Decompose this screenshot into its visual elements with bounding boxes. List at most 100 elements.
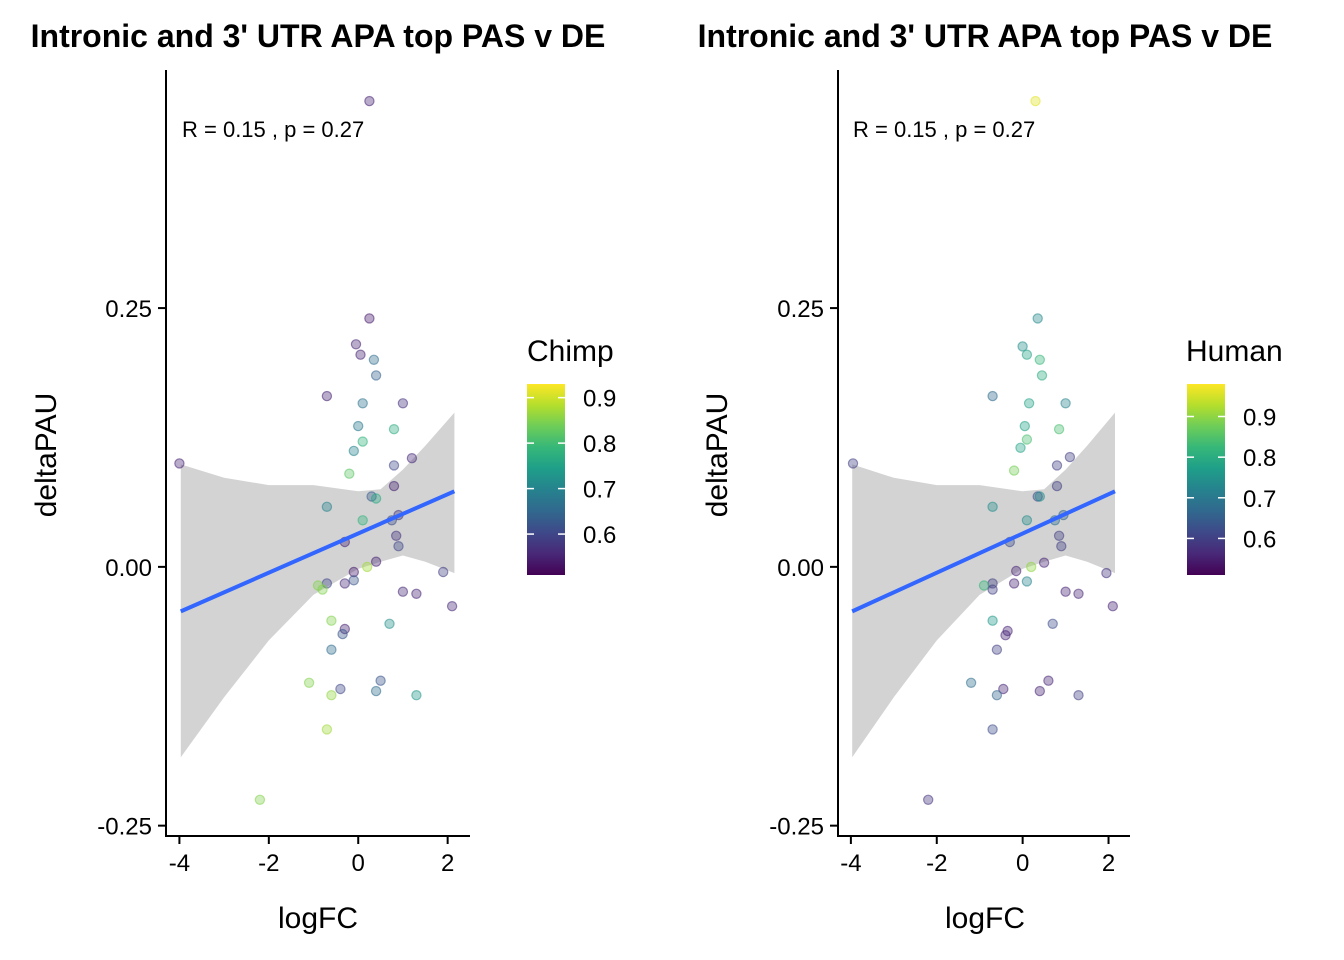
data-point: [344, 468, 355, 479]
data-point: [438, 566, 449, 578]
data-point: [987, 390, 998, 402]
data-point: [1043, 675, 1054, 686]
data-point: [1021, 434, 1033, 445]
data-point: [317, 584, 328, 595]
colorbar-label: 0.9: [583, 386, 616, 413]
confidence-band: [852, 412, 1115, 758]
data-point: [364, 95, 375, 107]
data-point: [254, 794, 266, 806]
x-tick-label: 2: [1102, 850, 1115, 877]
data-point: [1021, 349, 1033, 360]
data-point: [397, 398, 409, 409]
x-tick-label: 2: [441, 850, 454, 877]
data-point: [357, 436, 368, 447]
y-axis-title: deltaPAU: [30, 393, 63, 518]
data-point: [1030, 95, 1041, 107]
data-point: [1011, 565, 1022, 577]
colorbar-label: 0.9: [1243, 405, 1276, 432]
colorbar-label: 0.8: [1243, 445, 1276, 472]
plot-area: -4 -2 0 2 -0.25 0.00 0.25: [97, 70, 470, 877]
data-point: [1017, 341, 1028, 352]
data-point: [1064, 451, 1076, 463]
data-point: [987, 724, 998, 735]
data-point: [339, 623, 350, 635]
plot-area: -4 -2 0 2 -0.25 0.00 0.25: [769, 70, 1130, 877]
data-point: [393, 541, 404, 552]
data-point: [1021, 576, 1033, 587]
data-point: [847, 458, 859, 469]
data-point: [987, 584, 998, 595]
data-point: [1034, 491, 1046, 502]
data-point: [1025, 561, 1037, 573]
data-point: [1060, 586, 1071, 597]
correlation-annotation: R = 0.15 , p = 0.27: [182, 117, 364, 142]
y-tick-label: 0.00: [777, 555, 824, 582]
data-point: [1008, 578, 1020, 589]
data-point: [348, 575, 359, 586]
data-point: [384, 618, 395, 630]
legend-title: Human: [1186, 335, 1283, 368]
colorbar: [1187, 384, 1225, 575]
data-point: [1034, 354, 1046, 365]
data-point: [353, 420, 364, 432]
data-point: [1051, 480, 1063, 492]
data-point: [321, 390, 333, 402]
data-point: [1073, 588, 1084, 600]
colorbar-label: 0.6: [583, 522, 616, 549]
colorbar-label: 0.7: [583, 477, 616, 504]
data-point: [991, 690, 1003, 701]
data-point: [388, 480, 400, 492]
data-point: [303, 677, 315, 689]
color-legend: Chimp 0.6 0.7 0.8 0.9: [527, 335, 616, 575]
data-point: [1051, 460, 1063, 471]
data-point: [370, 370, 382, 381]
data-point: [1021, 515, 1033, 526]
data-point: [1047, 618, 1058, 630]
data-point: [397, 586, 409, 597]
data-point: [1056, 541, 1067, 552]
x-tick-label: 0: [1016, 850, 1029, 877]
data-point: [370, 685, 382, 697]
data-point: [357, 398, 368, 409]
chart-panel-chimp: Intronic and 3' UTR APA top PAS v DE -4-…: [30, 18, 616, 935]
data-point: [1073, 690, 1084, 701]
color-legend: Human 0.6 0.7 0.8 0.9: [1186, 335, 1283, 575]
colorbar: [527, 384, 565, 575]
data-point: [370, 493, 382, 504]
y-axis-title: deltaPAU: [701, 393, 734, 518]
data-point: [1023, 398, 1035, 409]
colorbar-label: 0.8: [583, 431, 616, 458]
regression-line: [179, 489, 456, 614]
data-point: [348, 566, 359, 578]
x-tick-label: -4: [840, 850, 861, 877]
data-point: [1036, 370, 1048, 381]
data-point: [446, 601, 458, 612]
data-point: [364, 313, 375, 324]
colorbar-label: 0.7: [1243, 486, 1276, 513]
y-tick-label: -0.25: [97, 814, 152, 841]
data-point: [321, 501, 333, 512]
data-point: [923, 794, 934, 806]
y-tick-label: 0.00: [105, 555, 152, 582]
data-point: [998, 683, 1009, 695]
data-point: [1053, 530, 1065, 542]
chart-title: Intronic and 3' UTR APA top PAS v DE: [698, 18, 1273, 54]
x-tick-label: -2: [258, 850, 279, 877]
data-point: [978, 580, 990, 591]
y-tick-label: -0.25: [769, 814, 824, 841]
data-point: [362, 561, 373, 573]
data-point: [965, 677, 977, 689]
x-tick-label: -2: [926, 850, 947, 877]
x-axis-title: logFC: [945, 902, 1025, 935]
data-point: [1038, 557, 1050, 568]
data-point: [991, 644, 1003, 655]
data-point: [326, 644, 337, 655]
data-point: [987, 501, 998, 512]
data-point: [337, 628, 348, 640]
data-point: [411, 690, 422, 701]
data-point: [370, 556, 382, 567]
data-point: [357, 515, 368, 526]
x-tick-label: -4: [169, 850, 190, 877]
regression-line: [851, 489, 1116, 614]
